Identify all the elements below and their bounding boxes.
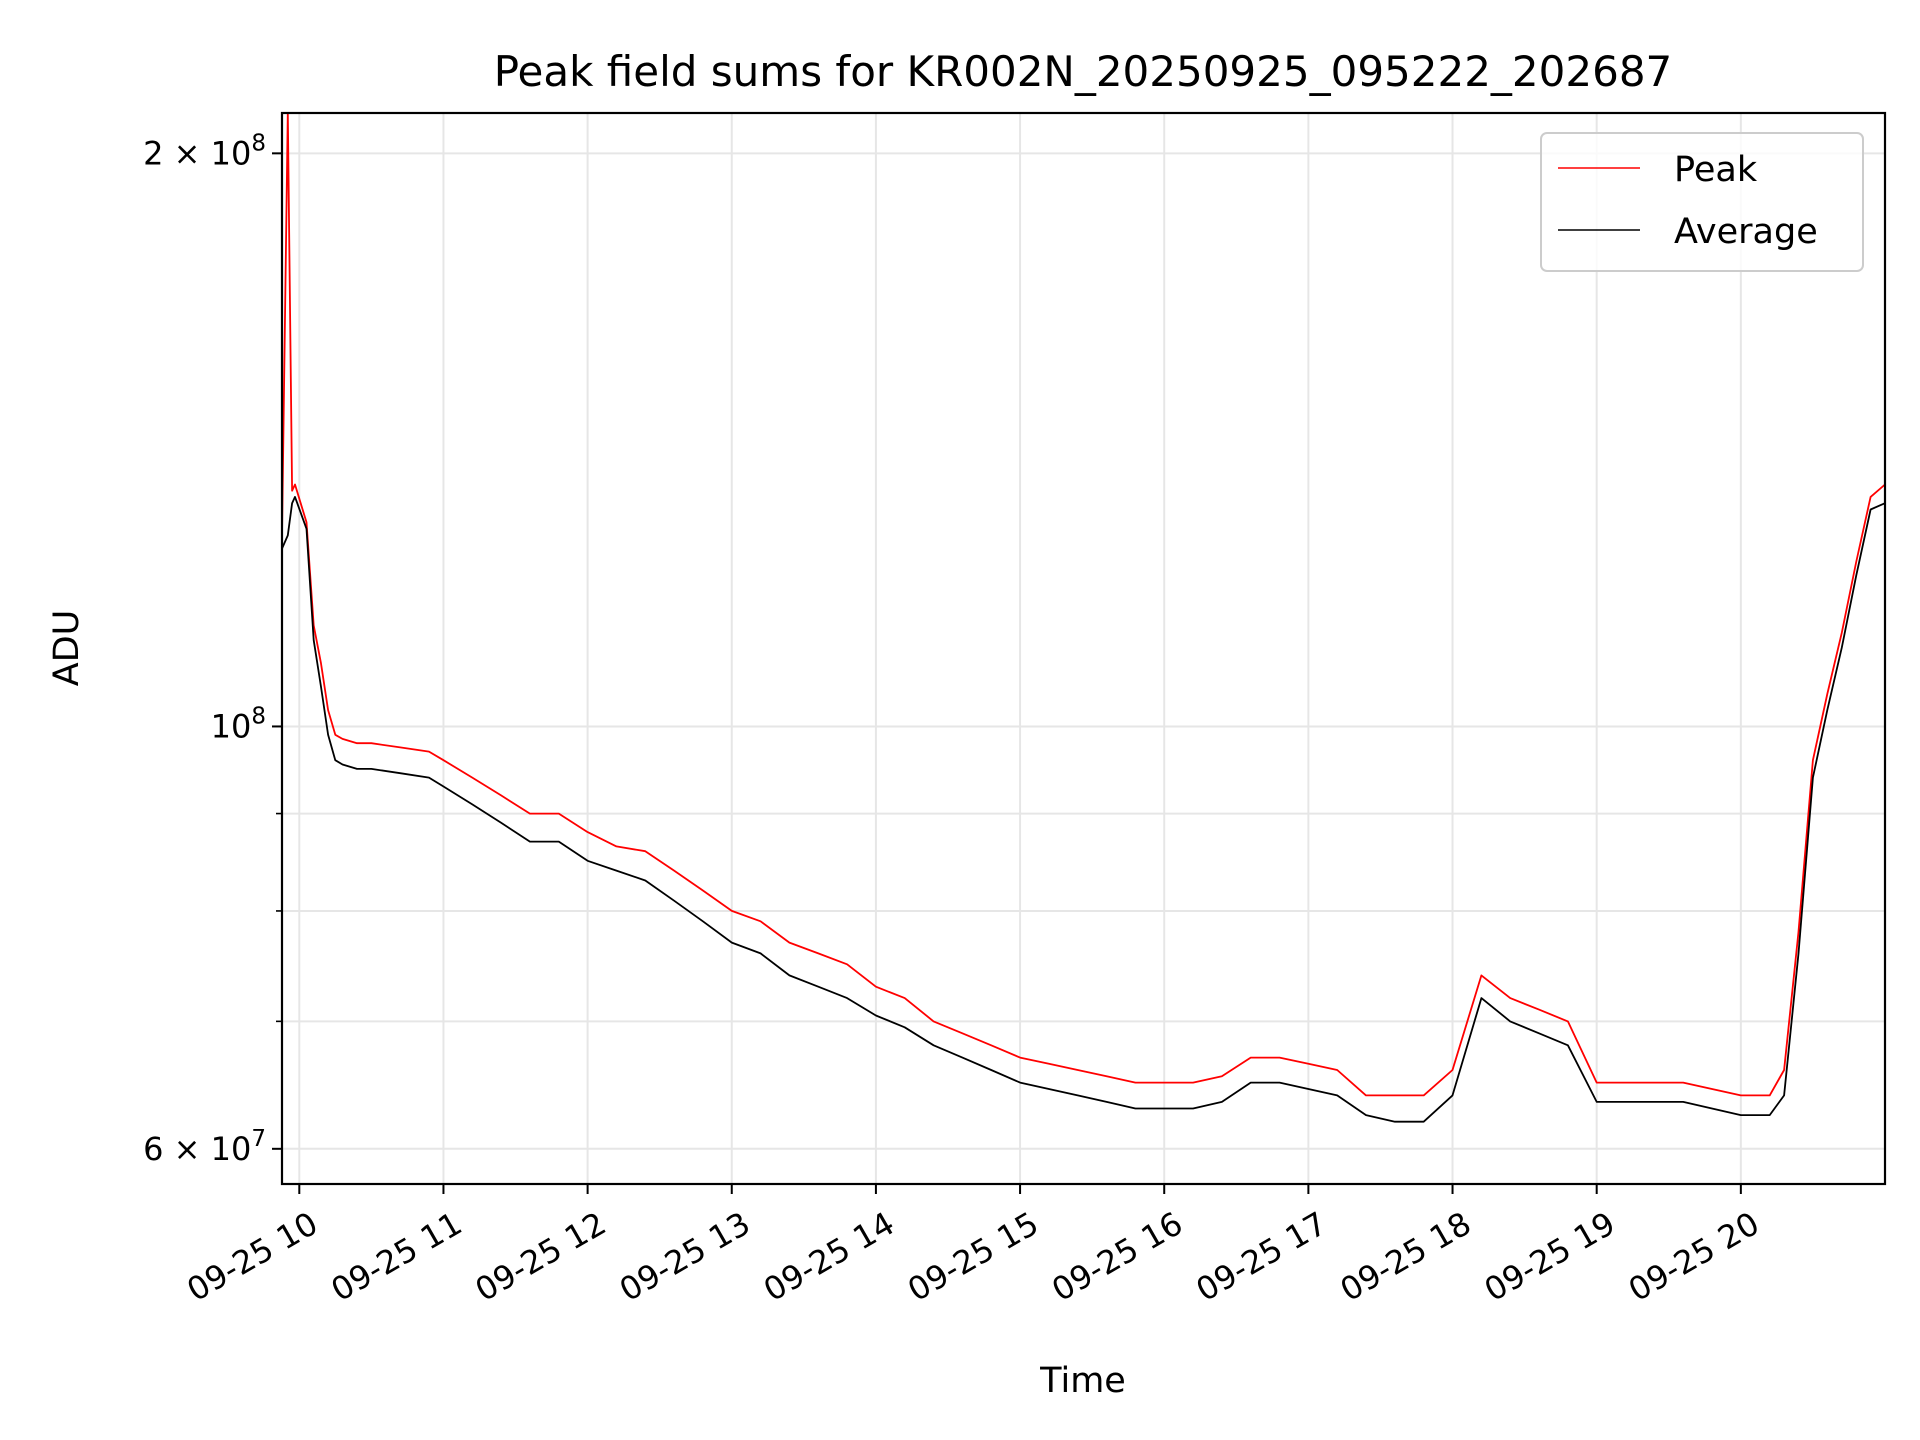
chart-title: Peak field sums for KR002N_20250925_0952… xyxy=(494,47,1673,96)
x-tick-label: 09-25 12 xyxy=(469,1204,613,1309)
x-tick-label: 09-25 10 xyxy=(180,1204,324,1309)
legend-peak-label: Peak xyxy=(1674,150,1758,190)
x-tick-label: 09-25 19 xyxy=(1478,1204,1622,1309)
x-tick-label: 09-25 11 xyxy=(325,1204,469,1309)
x-tick-label: 09-25 17 xyxy=(1190,1204,1334,1309)
y-axis-label: ADU xyxy=(47,610,87,687)
x-tick-label: 09-25 16 xyxy=(1045,1204,1189,1309)
x-tick-label: 09-25 18 xyxy=(1334,1204,1478,1309)
x-tick-label: 09-25 14 xyxy=(757,1204,901,1309)
series-layer xyxy=(281,112,1886,1123)
grid xyxy=(282,113,1885,1184)
x-axis: 09-25 10 09-25 11 09-25 12 09-25 13 09-25 14… xyxy=(180,1184,1766,1309)
x-tick-label: 09-25 15 xyxy=(901,1204,1045,1309)
legend-average-label: Average xyxy=(1674,212,1818,252)
plot-frame xyxy=(280,111,1887,1186)
y-axis: 6 × 107 108 2 × 108 xyxy=(143,130,282,1168)
y-tick-label: 2 × 108 xyxy=(143,130,266,172)
series-line-average xyxy=(281,495,1886,1123)
x-tick-label: 09-25 20 xyxy=(1622,1204,1766,1309)
y-tick-label: 108 xyxy=(211,703,266,745)
x-axis-label: Time xyxy=(1039,1361,1126,1401)
series-line-peak xyxy=(281,112,1886,1097)
y-tick-label: 6 × 107 xyxy=(143,1126,266,1168)
legend: Peak Average xyxy=(1540,132,1864,272)
x-tick-label: 09-25 13 xyxy=(613,1204,757,1309)
